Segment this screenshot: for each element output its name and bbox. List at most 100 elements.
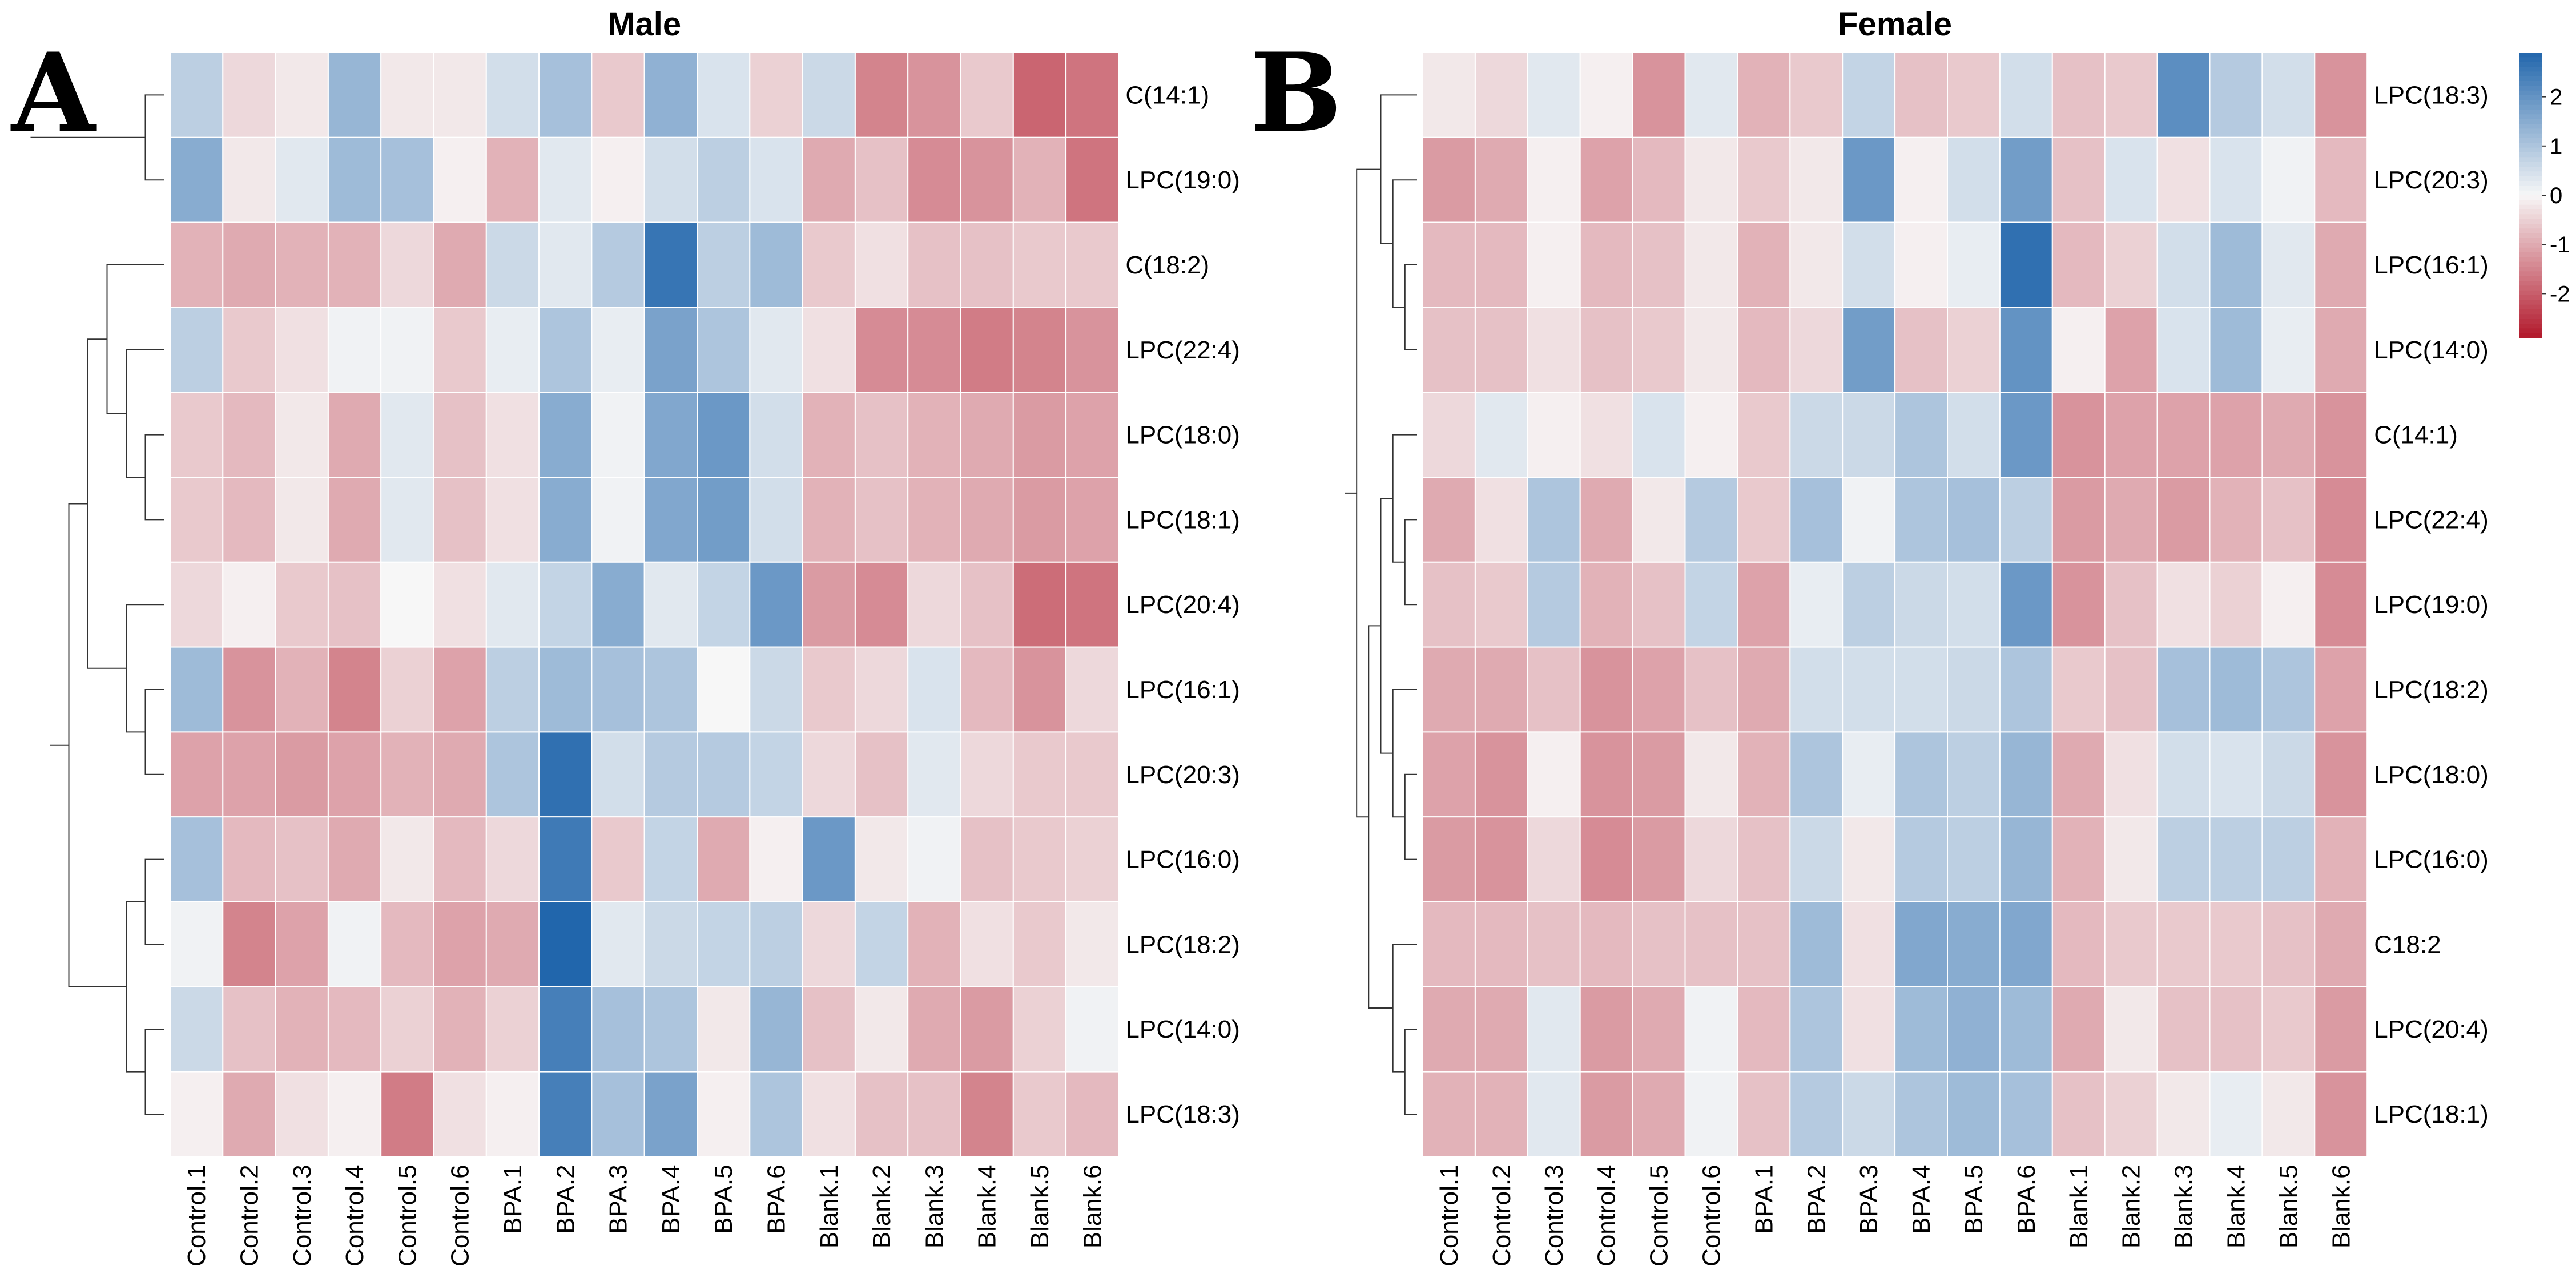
panel-a-cell [327,731,382,818]
panel-b-cell [2209,646,2263,733]
panel-a-cell [960,901,1014,987]
panel-a-cell [697,1071,751,1158]
panel-a-cell [907,52,961,138]
panel-b-cell [1842,307,1896,393]
panel-b-cell [1894,986,1949,1073]
panel-b-cell [1684,221,1738,308]
panel-b-cell [1422,731,1476,818]
panel-b-row-label-lpc-18-3: LPC(18:3) [2374,81,2489,109]
panel-b-cell [2314,986,2368,1073]
panel-b-cell [1579,646,1633,733]
legend-gradient-step [2519,190,2542,196]
panel-a-cell [907,646,961,733]
panel-b-cell [1527,52,1581,138]
panel-a-cell [275,307,329,393]
legend-gradient-step [2519,186,2542,191]
panel-b-cell [1579,307,1633,393]
panel-a-col-label-bpa-5: BPA.5 [710,1164,738,1233]
panel-a-col-label-blank-5: Blank.5 [1026,1164,1054,1248]
panel-b-cell [1789,136,1844,223]
legend-gradient-step [2519,95,2542,100]
panel-b-cell [1894,646,1949,733]
panel-b-cell [2156,986,2211,1073]
panel-a-col-label-control-2: Control.2 [235,1164,263,1267]
panel-b-cell [1579,1071,1633,1158]
panel-a-cell [643,52,698,138]
panel-b-cell [1842,1071,1896,1158]
panel-a-cell [854,561,909,648]
panel-a-cell [960,816,1014,902]
panel-a-cell [1065,901,1120,987]
panel-b-col-label-bpa-3: BPA.3 [1855,1164,1883,1233]
panel-b-cell [1474,561,1528,648]
panel-a-cell [907,1071,961,1158]
panel-b-cell [1579,561,1633,648]
panel-a-cell [1065,221,1120,308]
panel-a-row-label-lpc-14-0: LPC(14:0) [1125,1015,1240,1043]
panel-a-cell [380,52,434,138]
panel-a-cell [749,307,803,393]
legend-gradient-step [2519,314,2542,320]
panel-a-cell [433,816,487,902]
panel-b-cell [1894,561,1949,648]
panel-b-cell [1632,307,1686,393]
panel-a-row-label-lpc-18-1: LPC(18:1) [1125,506,1240,534]
panel-a-cell [802,816,856,902]
panel-b-cell [1684,646,1738,733]
panel-b-row-label-c-14-1: C(14:1) [2374,421,2458,449]
legend-gradient-step [2519,138,2542,143]
panel-b-cell [2051,1071,2106,1158]
panel-a-cell [591,1071,645,1158]
panel-a-cell [275,901,329,987]
panel-a-cell [485,307,540,393]
panel-b-cell [1999,731,2053,818]
legend-gradient-step [2519,67,2542,72]
panel-a-cell [1012,136,1067,223]
panel-b-cell [1894,307,1949,393]
legend-gradient-step [2519,300,2542,305]
panel-a-cell [1012,561,1067,648]
panel-a-cell [643,561,698,648]
panel-a-cell [222,646,276,733]
panel-a-cell [1065,136,1120,223]
panel-b-cell [1474,136,1528,223]
panel-b-cell [2156,52,2211,138]
panel-b-cell [1999,1071,2053,1158]
panel-a-cell [802,392,856,478]
panel-b-cell [1737,561,1791,648]
panel-a-cell [960,1071,1014,1158]
panel-a-cell [802,307,856,393]
panel-a-cell [433,986,487,1073]
legend-gradient-step [2519,171,2542,177]
panel-b-cell [1999,646,2053,733]
panel-b-cell [1894,392,1949,478]
panel-b-cell [1422,392,1476,478]
panel-a-cell [591,816,645,902]
legend-gradient-step [2519,162,2542,167]
panel-b-cell [2314,646,2368,733]
panel-b-cell [1474,986,1528,1073]
legend-gradient-step [2519,309,2542,315]
panel-b-cell [2051,561,2106,648]
panel-a-col-label-blank-6: Blank.6 [1078,1164,1106,1248]
panel-b-cell [2209,221,2263,308]
panel-b-cell [2051,307,2106,393]
panel-a-row-label-c-18-2: C(18:2) [1125,251,1209,279]
panel-a-col-label-bpa-6: BPA.6 [763,1164,791,1233]
panel-a-cell [643,986,698,1073]
panel-a-cell [538,561,593,648]
panel-b-cell [1789,1071,1844,1158]
panel-a-col-label-bpa-1: BPA.1 [499,1164,527,1233]
panel-a-cell [538,307,593,393]
panel-b-cell [1947,307,2001,393]
panel-a-cell [697,986,751,1073]
panel-a-cell [1012,646,1067,733]
panel-b-cell [1632,221,1686,308]
panel-b-dendrogram-branch [1404,264,1417,350]
panel-b-cell [1842,392,1896,478]
panel-a-cell [749,561,803,648]
panel-b-cell [1632,1071,1686,1158]
panel-b-cell [1527,136,1581,223]
panel-a-cell [485,561,540,648]
legend-gradient-step [2519,195,2542,200]
